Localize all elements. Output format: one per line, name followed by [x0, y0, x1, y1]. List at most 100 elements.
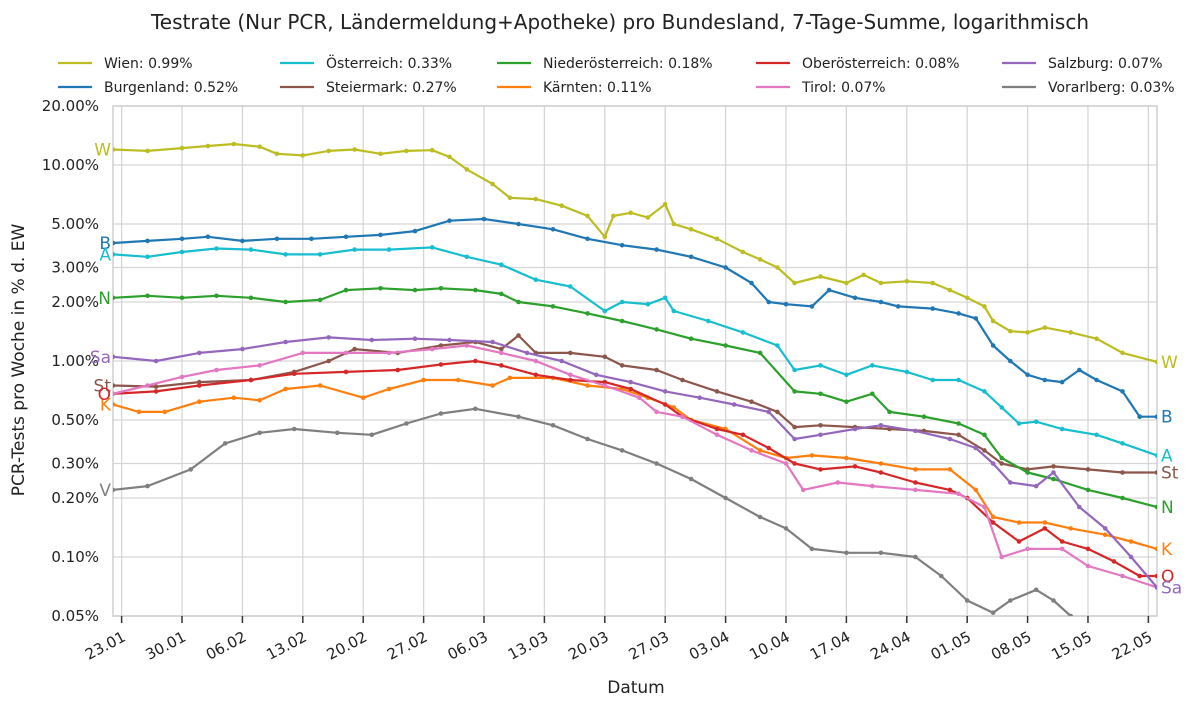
data-point — [1042, 526, 1048, 531]
data-point — [956, 432, 961, 438]
data-point — [533, 196, 539, 202]
data-point — [654, 247, 659, 252]
data-point — [113, 295, 116, 301]
data-point — [1016, 421, 1022, 426]
data-point — [654, 327, 659, 332]
data-point — [870, 363, 875, 368]
series-end-label: St — [1161, 463, 1179, 483]
data-point — [145, 148, 150, 154]
series-start-label: V — [99, 481, 111, 501]
data-point — [214, 367, 219, 373]
legend-entry: Tirol: 0.07% — [801, 80, 886, 96]
series-start-label: A — [99, 245, 111, 265]
x-tick-label: 06.02 — [203, 628, 249, 664]
data-point — [473, 406, 478, 412]
data-point — [913, 467, 918, 472]
data-point — [257, 430, 263, 436]
data-point — [533, 372, 539, 378]
data-point — [662, 389, 668, 394]
data-point — [343, 369, 349, 375]
data-point — [179, 236, 185, 242]
data-point — [404, 421, 409, 426]
data-point — [628, 386, 633, 392]
data-point — [956, 377, 961, 383]
data-point — [1154, 470, 1157, 475]
data-point — [197, 379, 202, 385]
legend-entry: Österreich: 0.33% — [326, 54, 452, 72]
data-point — [378, 151, 383, 157]
data-point — [800, 487, 806, 493]
data-point — [982, 389, 987, 394]
x-tick-label: 10.04 — [746, 628, 792, 664]
data-point — [904, 279, 910, 284]
data-point — [438, 411, 444, 416]
data-point — [533, 358, 539, 364]
data-point — [844, 280, 849, 286]
data-point — [852, 464, 858, 469]
data-point — [999, 455, 1004, 461]
data-point — [533, 277, 539, 283]
data-point — [1068, 613, 1073, 616]
series-line — [113, 359, 1157, 578]
data-point — [999, 405, 1004, 410]
data-point — [1025, 546, 1030, 552]
data-point — [731, 402, 737, 407]
data-point — [1051, 476, 1056, 482]
data-point — [990, 461, 996, 466]
data-point — [619, 363, 625, 368]
data-point — [113, 240, 116, 246]
data-point — [447, 218, 452, 223]
data-point — [645, 301, 651, 307]
data-point — [688, 254, 694, 260]
data-point — [602, 379, 608, 385]
data-point — [499, 350, 504, 356]
data-point — [1008, 328, 1013, 334]
series-start-label: Sa — [90, 348, 111, 368]
x-tick-label: 22.05 — [1109, 628, 1155, 664]
data-point — [291, 426, 297, 432]
data-point — [619, 299, 625, 305]
data-point — [113, 252, 116, 257]
legend-entry: Kärnten: 0.11% — [543, 80, 652, 96]
data-point — [1077, 504, 1082, 510]
data-point — [499, 262, 504, 268]
data-point — [473, 358, 478, 364]
data-point — [878, 461, 884, 466]
data-point — [499, 346, 504, 352]
data-point — [973, 445, 979, 451]
data-point — [1154, 573, 1157, 579]
data-point — [429, 245, 435, 250]
data-point — [671, 308, 677, 314]
data-point — [429, 346, 435, 352]
data-point — [818, 423, 823, 428]
data-point — [1025, 330, 1030, 335]
data-point — [214, 246, 219, 251]
legend-entry: Steiermark: 0.27% — [326, 80, 457, 96]
data-point — [550, 304, 556, 309]
data-point — [145, 254, 150, 260]
data-point — [464, 254, 470, 260]
data-point — [369, 337, 375, 343]
data-point — [1085, 546, 1091, 552]
series-end-label: K — [1161, 540, 1173, 560]
data-point — [818, 363, 823, 368]
data-point — [878, 470, 884, 475]
data-point — [680, 414, 685, 420]
data-point — [1128, 554, 1134, 560]
data-point — [1025, 372, 1030, 378]
data-point — [378, 286, 383, 291]
data-point — [352, 247, 357, 252]
data-point — [473, 287, 478, 293]
data-point — [947, 287, 953, 293]
data-point — [835, 480, 841, 485]
data-point — [516, 333, 521, 338]
data-point — [248, 377, 254, 383]
data-point — [326, 335, 332, 340]
data-point — [412, 228, 418, 234]
data-point — [231, 141, 237, 147]
data-point — [723, 495, 728, 501]
legend-entry: Oberösterreich: 0.08% — [802, 56, 960, 72]
data-point — [231, 395, 237, 401]
series-lines — [113, 141, 1157, 616]
